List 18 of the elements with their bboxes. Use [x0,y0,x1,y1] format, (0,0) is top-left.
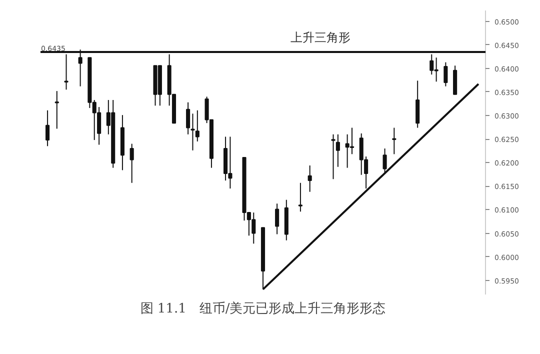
candlestick [54,90,59,130]
candlestick [298,182,302,212]
candlestick [186,102,190,135]
candlestick [331,134,336,180]
candlestick [195,110,200,142]
candlestick [382,148,387,174]
candlestick [190,113,195,151]
annotation: 上升三角形 [290,30,350,44]
candlestick [392,127,396,155]
candlestick [444,62,448,87]
candlestick [350,127,354,155]
candlestick [336,134,340,168]
candlestick [46,110,50,147]
candlestick [130,143,134,184]
candlestick [275,203,280,235]
candlestick [308,164,312,192]
candlestick [416,80,420,128]
text: 图 11.1 纽币/美元已形成上升三角形形态 [140,300,386,316]
